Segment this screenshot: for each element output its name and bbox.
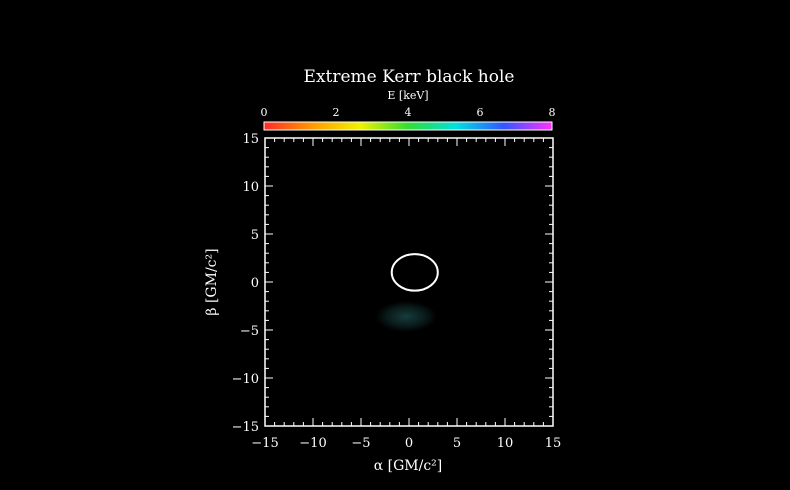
axis-ticks: [264, 137, 554, 427]
y-tick-label: 15: [242, 132, 259, 147]
x-tick-label: 15: [545, 436, 562, 451]
x-axis-label: α [GM/c²]: [374, 458, 443, 474]
x-tick-label: 5: [453, 436, 461, 451]
chart-title: Extreme Kerr black hole: [304, 67, 515, 87]
colorbar-tick-labels: 0 2 4 6 8: [261, 106, 556, 119]
colorbar-tick-label: 8: [549, 106, 556, 119]
colorbar-tick-label: 2: [333, 106, 340, 119]
x-tick-label: 10: [497, 436, 514, 451]
colorbar-tick-label: 0: [261, 106, 268, 119]
y-axis-label: β [GM/c²]: [204, 248, 220, 315]
y-tick-label: 0: [251, 276, 259, 291]
x-tick-label: 0: [405, 436, 413, 451]
colorbar-label: E [keV]: [387, 89, 428, 102]
plot-area: −15 −10 −5 0 5 10 15 −15 −10 −5 0 5 10 15: [232, 132, 562, 451]
colorbar: [263, 121, 553, 131]
emission-region: [375, 301, 437, 332]
colorbar-tick-label: 6: [477, 106, 484, 119]
black-hole-shadow-contour: [390, 253, 439, 292]
x-tick-label: −15: [251, 436, 278, 451]
x-tick-labels: −15 −10 −5 0 5 10 15: [251, 436, 561, 451]
x-tick-label: −10: [299, 436, 326, 451]
y-tick-label: −5: [240, 324, 259, 339]
plot-frame: [264, 137, 554, 427]
y-tick-labels: −15 −10 −5 0 5 10 15: [232, 132, 259, 435]
x-tick-label: −5: [351, 436, 370, 451]
y-tick-label: −10: [232, 372, 259, 387]
y-tick-label: 5: [251, 228, 259, 243]
colorbar-tick-label: 4: [405, 106, 412, 119]
y-tick-label: −15: [232, 420, 259, 435]
y-tick-label: 10: [242, 180, 259, 195]
